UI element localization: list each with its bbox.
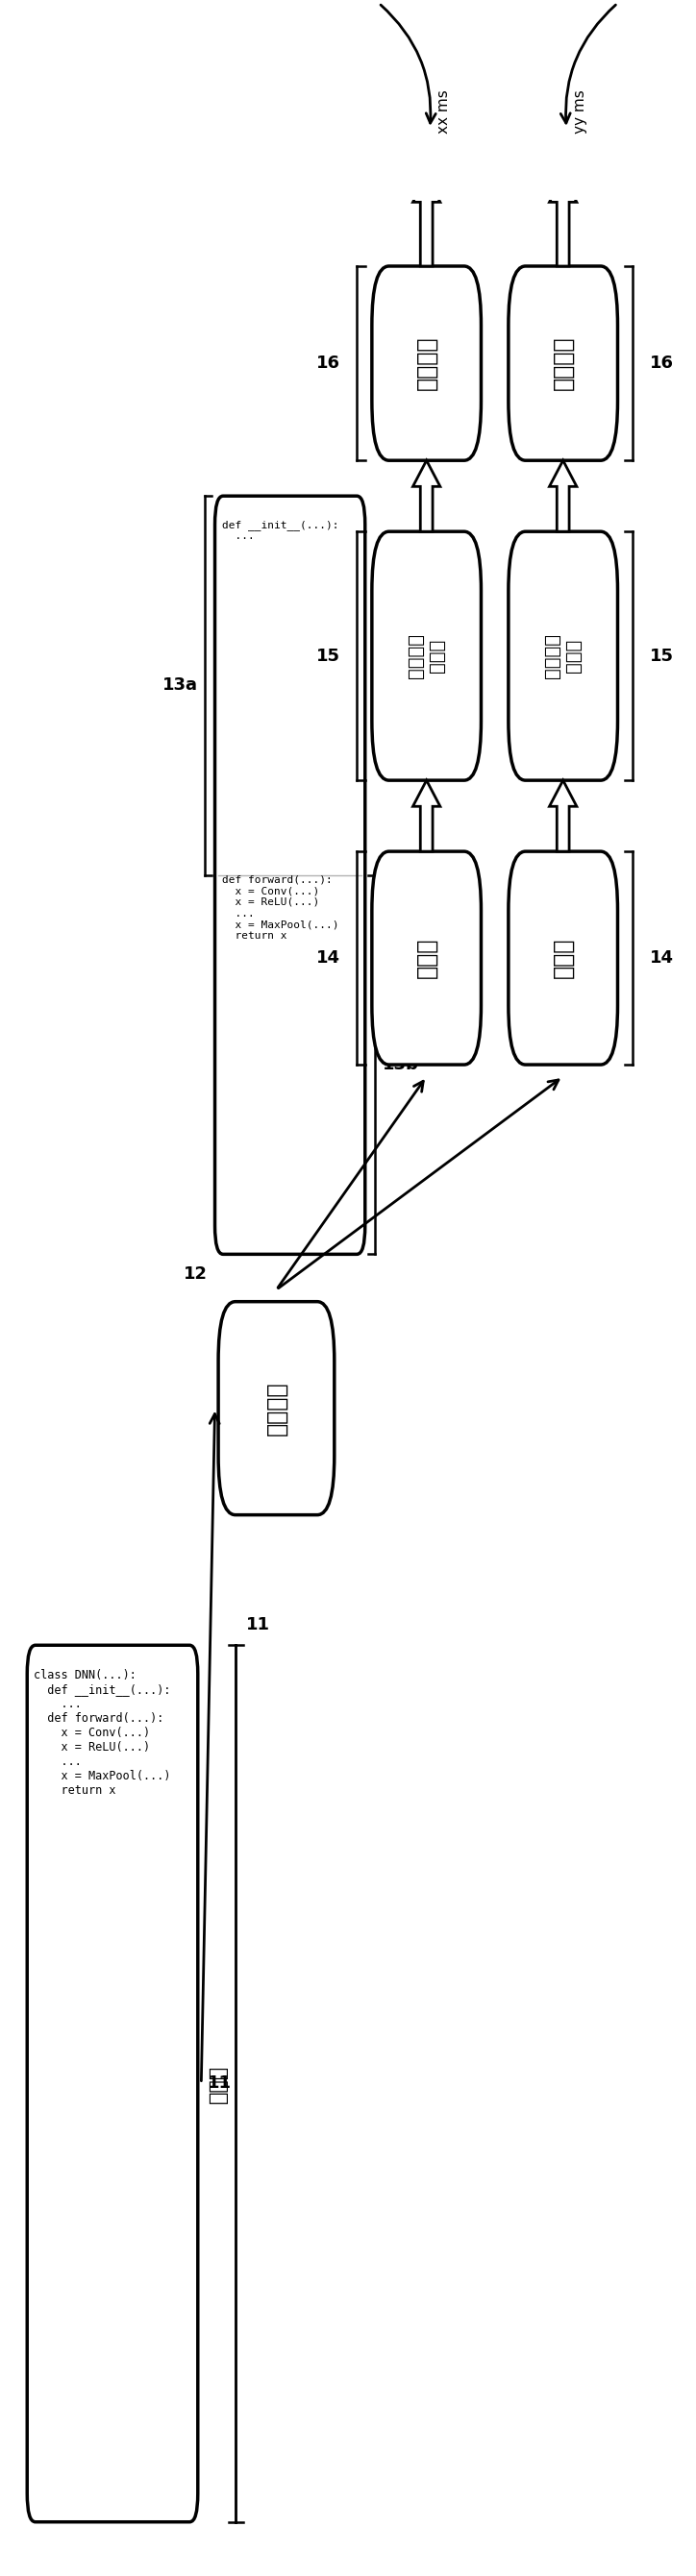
Text: 源代码: 源代码 bbox=[209, 2063, 228, 2102]
Text: 转换器－
编码器: 转换器－ 编码器 bbox=[406, 634, 446, 677]
FancyBboxPatch shape bbox=[508, 853, 617, 1064]
Polygon shape bbox=[413, 781, 440, 853]
FancyBboxPatch shape bbox=[508, 531, 617, 781]
Text: 13a: 13a bbox=[162, 677, 198, 693]
Text: 12: 12 bbox=[184, 1265, 208, 1283]
Text: class DNN(...):
  def __init__(...):
    ...
  def forward(...):
    x = Conv(..: class DNN(...): def __init__(...): ... d… bbox=[34, 1669, 171, 1795]
FancyBboxPatch shape bbox=[27, 1646, 198, 2522]
FancyBboxPatch shape bbox=[508, 265, 617, 461]
Text: 13b: 13b bbox=[382, 1056, 418, 1074]
Text: 11: 11 bbox=[246, 1615, 269, 1633]
Text: 14: 14 bbox=[316, 951, 340, 966]
FancyBboxPatch shape bbox=[372, 265, 481, 461]
Polygon shape bbox=[549, 175, 577, 265]
FancyBboxPatch shape bbox=[372, 531, 481, 781]
FancyBboxPatch shape bbox=[215, 497, 365, 1255]
Text: xx ms: xx ms bbox=[436, 90, 451, 134]
Text: 延迟预测: 延迟预测 bbox=[551, 335, 575, 392]
Polygon shape bbox=[413, 175, 440, 265]
Text: 转换器－
编码器: 转换器－ 编码器 bbox=[544, 634, 583, 677]
FancyBboxPatch shape bbox=[219, 1301, 334, 1515]
Text: yy ms: yy ms bbox=[573, 90, 587, 134]
Text: 15: 15 bbox=[316, 647, 340, 665]
Text: def __init__(...):
  ...: def __init__(...): ... bbox=[222, 520, 338, 541]
Text: 15: 15 bbox=[650, 647, 674, 665]
Text: def forward(...):
  x = Conv(...)
  x = ReLU(...)
  ...
  x = MaxPool(...)
  ret: def forward(...): x = Conv(...) x = ReLU… bbox=[222, 876, 338, 940]
Text: 分词器: 分词器 bbox=[551, 938, 575, 979]
Text: 14: 14 bbox=[650, 951, 674, 966]
Text: 16: 16 bbox=[650, 355, 674, 371]
FancyBboxPatch shape bbox=[372, 853, 481, 1064]
Text: 16: 16 bbox=[316, 355, 340, 371]
Text: 延迟预测: 延迟预测 bbox=[415, 335, 438, 392]
Text: 代码分割: 代码分割 bbox=[264, 1381, 288, 1435]
Polygon shape bbox=[549, 781, 577, 853]
Polygon shape bbox=[413, 461, 440, 531]
Text: 分词器: 分词器 bbox=[415, 938, 438, 979]
Text: 11: 11 bbox=[208, 2074, 232, 2092]
Polygon shape bbox=[549, 461, 577, 531]
